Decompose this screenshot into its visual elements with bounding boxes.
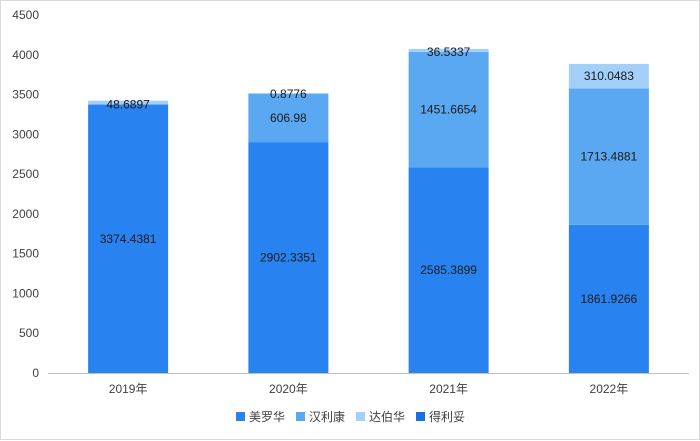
data-label: 1713.4881 xyxy=(581,150,638,164)
legend-label: 美罗华 xyxy=(249,410,285,424)
bar-segment-达伯华 xyxy=(408,48,489,52)
y-tick-label: 1500 xyxy=(12,247,39,261)
y-tick-label: 4500 xyxy=(12,8,39,22)
bar-segment-达伯华 xyxy=(248,93,329,94)
legend-swatch-达伯华 xyxy=(356,412,365,421)
y-tick-label: 2000 xyxy=(12,207,39,221)
data-label: 36.5337 xyxy=(427,45,471,59)
bar-segment-美罗华 xyxy=(408,167,489,373)
data-label: 310.0483 xyxy=(584,69,634,83)
x-tick-label: 2022年 xyxy=(590,382,629,396)
y-tick-label: 2500 xyxy=(12,167,39,181)
data-label: 1451.6654 xyxy=(420,103,477,117)
data-label: 2902.3351 xyxy=(260,251,317,265)
data-label: 1861.9266 xyxy=(581,292,638,306)
bar-segment-达伯华 xyxy=(88,100,169,105)
bar-segment-美罗华 xyxy=(248,142,329,373)
data-label: 3374.4381 xyxy=(100,232,157,246)
bar-segment-汉利康 xyxy=(248,93,329,143)
bar-segment-达伯华 xyxy=(568,63,649,89)
x-tick-label: 2019年 xyxy=(109,382,148,396)
legend-label: 汉利康 xyxy=(309,409,345,424)
legend-swatch-得利妥 xyxy=(416,412,425,421)
bar-segment-美罗华 xyxy=(568,224,649,373)
legend-swatch-美罗华 xyxy=(236,412,245,421)
y-tick-label: 500 xyxy=(19,326,39,340)
y-tick-label: 1000 xyxy=(12,286,39,300)
data-label: 48.6897 xyxy=(106,98,150,112)
bar-segment-汉利康 xyxy=(568,88,649,225)
y-tick-label: 3000 xyxy=(12,127,39,141)
data-label: 2585.3899 xyxy=(420,263,477,277)
data-label: 0.8776 xyxy=(270,87,307,101)
y-tick-label: 3500 xyxy=(12,88,39,102)
y-tick-label: 4000 xyxy=(12,48,39,62)
bar-segment-汉利康 xyxy=(408,51,489,168)
bar-segment-美罗华 xyxy=(88,104,169,373)
legend-swatch-汉利康 xyxy=(296,412,305,421)
legend-label: 得利妥 xyxy=(429,409,465,424)
x-tick-label: 2021年 xyxy=(429,382,468,396)
data-label: 606.98 xyxy=(270,111,307,125)
legend-label: 达伯华 xyxy=(369,409,405,424)
y-tick-label: 0 xyxy=(32,366,39,380)
x-tick-label: 2020年 xyxy=(269,382,308,396)
